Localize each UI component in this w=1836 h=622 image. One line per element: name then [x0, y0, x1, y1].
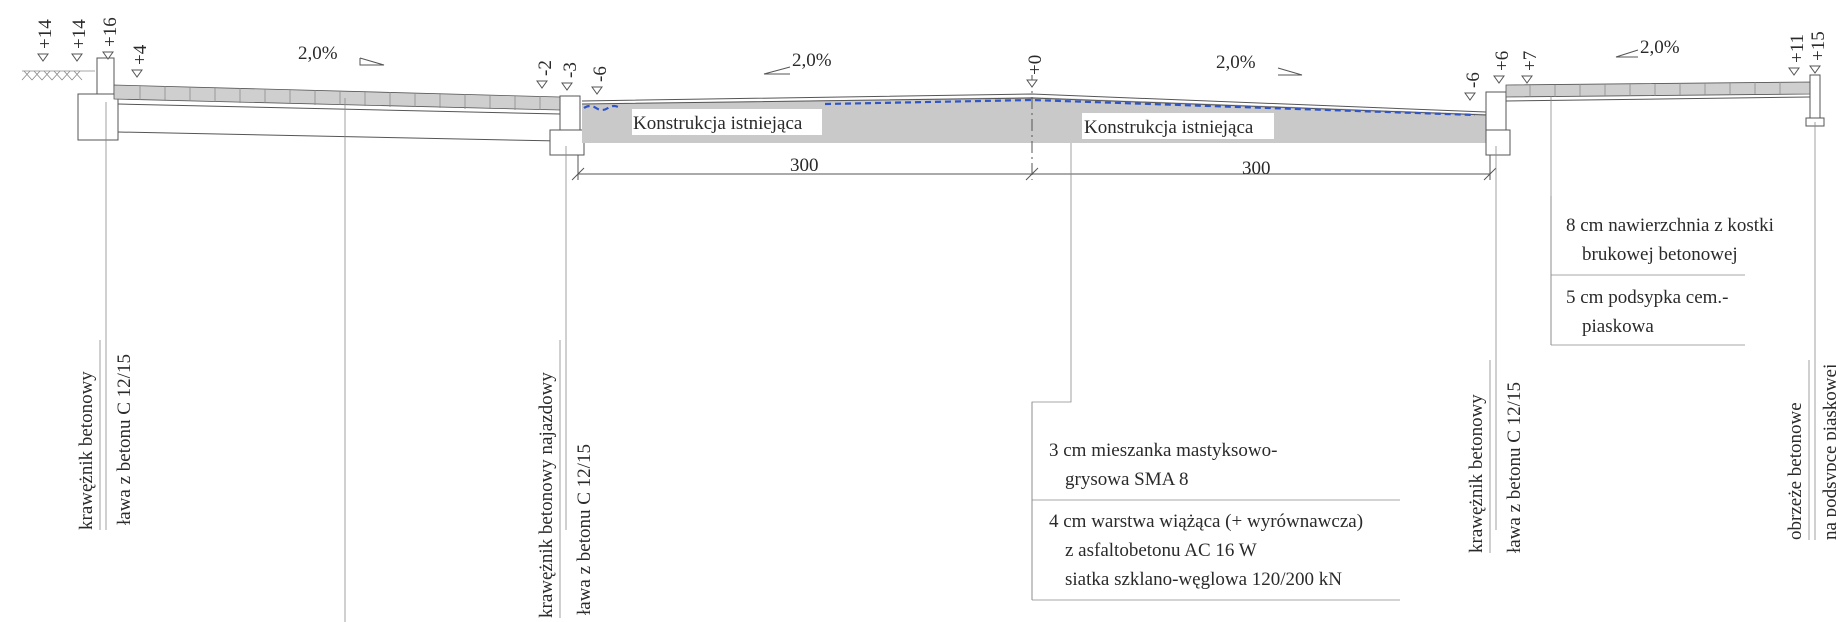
curb-bench-right	[1485, 129, 1511, 156]
dimension-right: 300	[1242, 158, 1271, 179]
elevation-triangles	[37, 51, 1821, 101]
slope-markers: 2,0% 2,0% 2,0% 2,0%	[298, 37, 1680, 76]
vertical-label-edge-curb: obrzeże betonowe	[1785, 402, 1806, 540]
vertical-label-curb-left: krawężnik betonowy	[76, 371, 97, 530]
slope-arrow-icon	[359, 57, 385, 66]
slope-arrow-icon	[763, 66, 791, 75]
vertical-label-curb-mid: krawężnik betonowy najazdowy	[536, 372, 557, 618]
elevation-label: +15	[1808, 31, 1829, 61]
curb-bench-left	[77, 93, 119, 141]
overlay-wave	[824, 98, 1476, 117]
slope-right-sidewalk: 2,0%	[1640, 37, 1680, 58]
existing-label-bg-left	[632, 109, 822, 135]
sidewalk-layer-legend: 8 cm nawierzchnia z kostki brukowej beto…	[1550, 196, 1774, 346]
existing-label-bg-right	[1082, 113, 1274, 139]
leader-lines	[105, 96, 1816, 622]
elevation-labels: +14 +14 +16 +4 -2 -3 -6 +0 -6 +6 +7 +11 …	[35, 17, 1829, 88]
existing-label-left: Konstrukcja istniejąca	[633, 113, 803, 134]
elevation-label: -2	[535, 60, 556, 76]
sidewalk-layer-2-line1: 5 cm podsypka cem.-	[1566, 287, 1729, 308]
sidewalk-layer-1-line2: brukowej betonowej	[1582, 244, 1738, 265]
roadway: Konstrukcja istniejąca Konstrukcja istni…	[581, 75, 1487, 180]
vertical-label-bench-right: ława z betonu C 12/15	[1504, 382, 1525, 553]
right-sidewalk	[1485, 74, 1825, 156]
vertical-label-edge-bedding: na podsypce piaskowej	[1820, 364, 1836, 540]
elevation-label: +14	[69, 19, 90, 49]
road-layer-1-line2: grysowa SMA 8	[1065, 469, 1189, 490]
paver-row-right	[1505, 81, 1811, 98]
road-layer-2-line3: siatka szklano-węglowa 120/200 kN	[1065, 569, 1342, 590]
slope-arrow-icon	[1277, 67, 1303, 76]
road-layer-legend: 3 cm mieszanka mastyksowo- grysowa SMA 8…	[1031, 402, 1400, 601]
slope-road-left: 2,0%	[792, 50, 832, 71]
elevation-label: -6	[590, 66, 611, 82]
slope-road-right: 2,0%	[1216, 52, 1256, 73]
elevation-label: +4	[130, 44, 151, 65]
elevation-label: -6	[1463, 72, 1484, 88]
vertical-label-bench-mid: ława z betonu C 12/15	[574, 444, 595, 615]
curb-bench-mid-left	[549, 129, 585, 156]
road-layer-2-line1: 4 cm warstwa wiążąca (+ wyrównawcza)	[1049, 511, 1363, 532]
dimensions: 300 300	[571, 155, 1497, 181]
elevation-label: +16	[100, 17, 121, 47]
terrain-hatch	[21, 70, 95, 81]
elevation-label: +6	[1492, 51, 1513, 71]
elevation-label: +7	[1520, 51, 1541, 71]
road-layer-2-line2: z asfaltobetonu AC 16 W	[1065, 540, 1257, 561]
sidewalk-layer-1-line1: 8 cm nawierzchnia z kostki	[1566, 215, 1774, 236]
dimension-left: 300	[790, 155, 819, 176]
overlay-marks-left	[583, 104, 621, 112]
slope-arrow-icon	[1615, 49, 1639, 58]
elevation-label: +11	[1787, 34, 1808, 63]
left-sidewalk	[21, 57, 585, 156]
sidewalk-layer-2-line2: piaskowa	[1582, 316, 1654, 337]
vertical-label-bench-left: ława z betonu C 12/15	[114, 354, 135, 525]
elevation-label: +14	[35, 19, 56, 49]
vertical-label-curb-right: krawężnik betonowy	[1466, 394, 1487, 553]
elevation-label-axis: +0	[1025, 55, 1046, 75]
vertical-annotations: krawężnik betonowy ława z betonu C 12/15…	[76, 340, 1836, 618]
existing-label-right: Konstrukcja istniejąca	[1084, 117, 1254, 138]
edge-curb-right	[1809, 74, 1821, 124]
slope-left-sidewalk: 2,0%	[298, 43, 338, 64]
road-layer-1-line1: 3 cm mieszanka mastyksowo-	[1049, 440, 1277, 461]
paver-row-left	[113, 84, 561, 111]
elevation-label: -3	[560, 62, 581, 78]
